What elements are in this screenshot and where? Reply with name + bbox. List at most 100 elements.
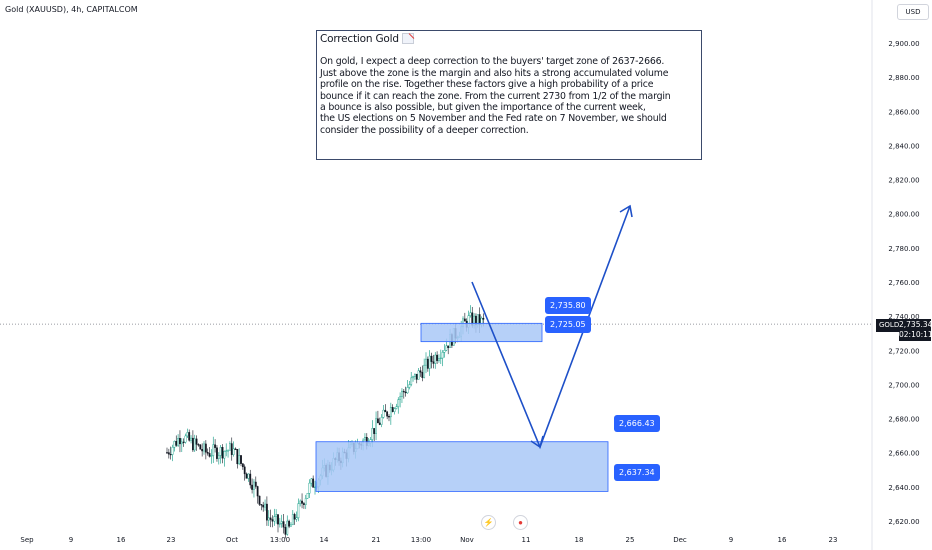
- symbol-label[interactable]: Gold (XAUUSD), 4h, CAPITALCOM: [5, 5, 138, 14]
- candle-body: [377, 418, 379, 424]
- current-price-value: 2,735.34: [899, 320, 932, 329]
- current-price-label: 2,735.34 02:10:11: [899, 319, 932, 341]
- candle-body: [371, 428, 374, 440]
- candle-body: [191, 437, 194, 451]
- event-marker-fed[interactable]: ●: [513, 515, 528, 530]
- note-title-text: Correction Gold: [320, 33, 399, 45]
- candle-body: [408, 384, 411, 388]
- candle-body: [219, 447, 222, 456]
- candle-body: [401, 390, 403, 397]
- candle-body: [278, 523, 281, 525]
- candle-body: [447, 345, 450, 349]
- candle-body: [199, 444, 202, 450]
- candle-body: [249, 473, 252, 486]
- candle-body: [210, 455, 213, 457]
- y-tick-label: 2,720.00: [888, 347, 919, 355]
- candle-body: [382, 409, 385, 418]
- candle-body: [204, 443, 207, 453]
- x-tick-label: 9: [729, 536, 733, 544]
- candle-body: [236, 449, 239, 465]
- candle-body: [217, 455, 220, 459]
- candle-body: [282, 521, 285, 528]
- candle-body: [423, 364, 426, 378]
- arrowhead-up: [619, 204, 633, 218]
- candle-body: [227, 450, 229, 452]
- candle-body: [169, 453, 172, 456]
- candle-body: [388, 416, 390, 418]
- y-tick-label: 2,700.00: [888, 381, 919, 389]
- time-axis[interactable]: Sep 9 16 23 Oct 13:00 14 21 13:00 Nov 11 18 25 Dec 9 16…: [20, 536, 837, 544]
- candle-body: [299, 500, 302, 504]
- y-tick-label: 2,840.00: [888, 142, 919, 150]
- candle-body: [230, 443, 233, 455]
- currency-button[interactable]: USD: [897, 4, 929, 20]
- candle-body: [275, 514, 278, 517]
- y-tick-label: 2,760.00: [888, 279, 919, 287]
- x-tick-label: Sep: [20, 536, 34, 544]
- note-line: bounce if it can reach the zone. From th…: [320, 90, 671, 102]
- candle-body: [271, 519, 274, 522]
- candle-body: [430, 355, 433, 362]
- projection-arrows: [471, 204, 633, 450]
- y-tick-label: 2,660.00: [888, 450, 919, 458]
- candle-body: [412, 376, 414, 379]
- candle-body: [238, 455, 241, 465]
- candle-body: [228, 443, 231, 451]
- candle-body: [391, 407, 394, 412]
- candle-body: [186, 432, 189, 437]
- y-tick-label: 2,800.00: [888, 211, 919, 219]
- candle-body: [280, 521, 283, 524]
- x-tick-label: 13:00: [411, 536, 431, 544]
- x-tick-label: 11: [522, 536, 531, 544]
- zone-upper: [420, 322, 543, 343]
- candle-body: [301, 500, 303, 504]
- candle-body: [308, 482, 311, 494]
- candle-body: [173, 440, 176, 448]
- chart-grid: [0, 0, 873, 550]
- y-tick-label: 2,820.00: [888, 177, 919, 185]
- x-tick-label: Nov: [460, 536, 474, 544]
- event-marker-elections[interactable]: ⚡: [481, 515, 496, 530]
- y-tick-label: 2,640.00: [888, 484, 919, 492]
- candle-body: [212, 444, 215, 456]
- candle-body: [421, 372, 424, 378]
- candle-body: [225, 450, 228, 452]
- candle-body: [414, 373, 416, 377]
- candle-body: [297, 503, 300, 519]
- candle-body: [426, 358, 429, 369]
- candle-body: [188, 432, 191, 441]
- candle-body: [438, 358, 440, 361]
- candle-body: [201, 449, 204, 452]
- y-tick-label: 2,740.00: [888, 313, 919, 321]
- y-tick-label: 2,900.00: [888, 40, 919, 48]
- candle-body: [190, 437, 192, 441]
- x-tick-label: 18: [575, 536, 584, 544]
- candle-body: [266, 503, 268, 521]
- y-tick-label: 2,880.00: [888, 74, 919, 82]
- candle-body: [286, 520, 289, 535]
- candle-body: [288, 520, 290, 527]
- price-axis[interactable]: 2,620.00 2,640.00 2,660.00 2,680.00 2,700.00…: [888, 40, 919, 526]
- candle-body: [304, 498, 307, 505]
- candle-body: [273, 516, 276, 522]
- candle-body: [406, 387, 409, 394]
- candle-body: [208, 453, 211, 457]
- candle-body: [267, 517, 270, 521]
- candle-body: [402, 390, 405, 393]
- analysis-note[interactable]: Correction Gold On gold, I expect a deep…: [316, 30, 702, 160]
- candle-body: [436, 354, 438, 361]
- candle-body: [395, 406, 398, 409]
- note-line: On gold, I expect a deep correction to t…: [320, 56, 665, 68]
- candle-body: [380, 417, 383, 425]
- candle-body: [223, 451, 226, 459]
- candle-body: [269, 517, 272, 520]
- note-line: consider the possibility of a deeper cor…: [320, 124, 529, 136]
- candle-body: [443, 350, 446, 353]
- candle-body: [419, 370, 422, 373]
- note-line: a bounce is also possible, but given the…: [320, 102, 646, 114]
- candle-body: [175, 440, 178, 446]
- candle-body: [167, 452, 170, 455]
- candle-body: [415, 373, 418, 380]
- x-tick-label: 16: [117, 536, 126, 544]
